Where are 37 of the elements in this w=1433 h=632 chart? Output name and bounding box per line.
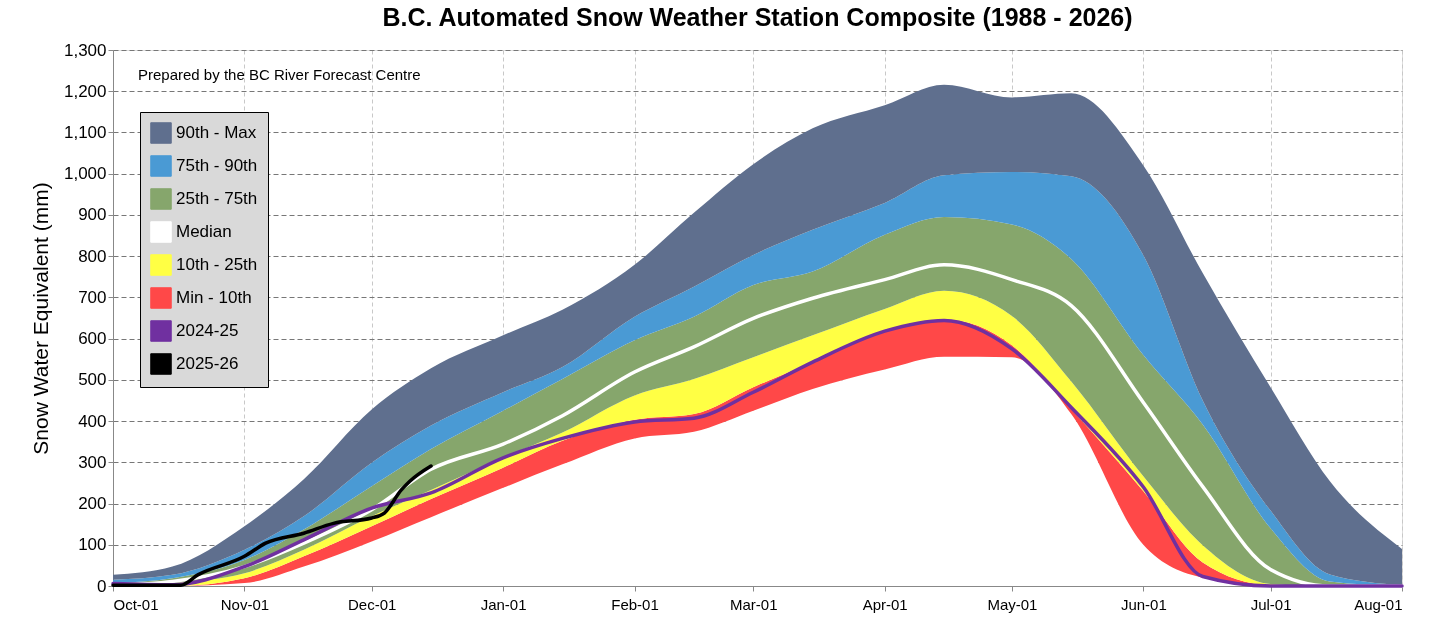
annotation: Prepared by the BC River Forecast Centre [138, 66, 421, 83]
x-tick-label: Feb-01 [611, 595, 659, 613]
x-tick-label: Jan-01 [480, 595, 527, 613]
x-tick-label: Apr-01 [862, 595, 908, 613]
y-tick-label: 600 [78, 329, 107, 349]
line-series [111, 464, 433, 587]
y-tick-label: 700 [78, 287, 107, 307]
y-tick-label: 800 [78, 246, 107, 266]
y-tick-label: 500 [78, 370, 107, 390]
y-tick-label: 200 [78, 494, 107, 514]
legend-label: 10th - 25th [176, 255, 258, 274]
x-tick-label: Mar-01 [730, 595, 778, 613]
y-tick-label: 100 [78, 535, 107, 555]
y-tick-label: 1,100 [63, 122, 107, 142]
legend-label: Median [176, 222, 232, 241]
y-tick-label: 1,200 [63, 81, 107, 101]
legend-label: 2025-26 [176, 354, 239, 373]
y-axis-title: Snow Water Equivalent (mm) [28, 182, 52, 455]
chart-title: B.C. Automated Snow Weather Station Composite (1988 - 2026) [382, 3, 1133, 31]
x-tick-label: Nov-01 [220, 595, 270, 613]
y-tick-label: 0 [97, 576, 107, 596]
y-tick-label: 300 [78, 452, 107, 472]
legend-label: 2024-25 [176, 321, 239, 340]
y-tick-label: 1,300 [63, 40, 107, 60]
legend-label: 25th - 75th [176, 189, 258, 208]
x-tick-label: Aug-01 [1354, 595, 1403, 613]
legend-label: 75th - 90th [176, 156, 258, 175]
x-tick-label: Jul-01 [1250, 595, 1292, 613]
y-tick-label: 900 [78, 205, 107, 225]
x-tick-label: Jun-01 [1120, 595, 1167, 613]
x-tick-label: May-01 [987, 595, 1038, 613]
legend-label: Min - 10th [176, 288, 252, 307]
x-tick-label: Dec-01 [347, 595, 397, 613]
x-tick-label: Oct-01 [113, 595, 159, 613]
y-tick-label: 1,000 [63, 164, 107, 184]
y-tick-label: 400 [78, 411, 107, 431]
legend-label: 90th - Max [176, 123, 257, 142]
